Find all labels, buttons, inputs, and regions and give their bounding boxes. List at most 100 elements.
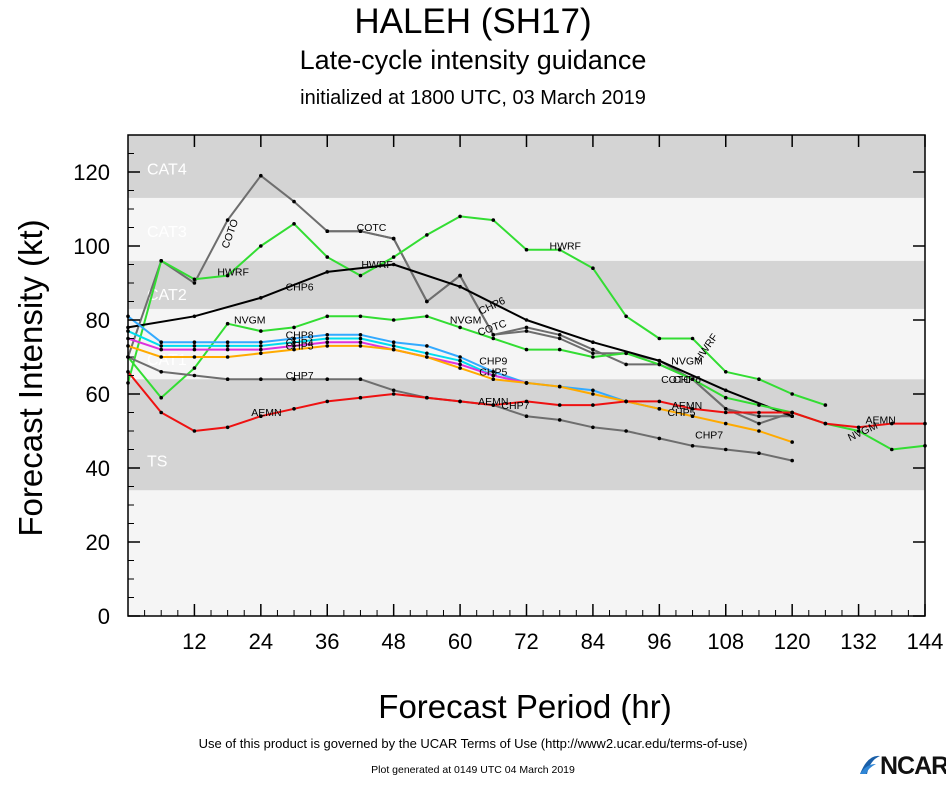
point-chp4 <box>225 347 230 352</box>
point-nvgm <box>192 366 197 370</box>
point-chp6 <box>325 270 330 274</box>
series-label-hwrf: HWRF <box>549 241 581 253</box>
point-hwrf <box>192 277 197 282</box>
point-chp7 <box>557 418 562 422</box>
point-chp6 <box>458 284 462 289</box>
point-chp7 <box>690 444 695 448</box>
point-nvgm <box>557 347 562 352</box>
x-tick-label: 72 <box>514 629 538 654</box>
generated-time: Plot generated at 0149 UTC 04 March 2019 <box>371 764 575 776</box>
point-coto <box>292 199 296 204</box>
point-chp5 <box>192 355 197 359</box>
band-label-cat2: CAT2 <box>147 287 187 304</box>
point-chp8 <box>425 344 429 348</box>
point-hwrf <box>790 392 794 396</box>
point-aemn <box>757 410 761 415</box>
forecast-series <box>126 173 927 463</box>
x-tick-label: 120 <box>774 629 811 654</box>
x-tick-label: 84 <box>581 629 605 654</box>
series-label-chp6: CHP6 <box>286 281 314 293</box>
point-hwrf <box>159 259 164 263</box>
point-cotc <box>325 229 330 233</box>
point-aemn <box>225 425 230 430</box>
point-chp9 <box>458 358 462 363</box>
point-chp8 <box>225 340 230 345</box>
point-chp6 <box>657 358 662 363</box>
point-chp7 <box>259 377 263 382</box>
point-aemn <box>425 395 429 400</box>
series-label-chp5: CHP5 <box>479 367 507 379</box>
point-coto <box>259 173 263 178</box>
point-cotc <box>425 299 429 304</box>
point-chp5 <box>591 392 595 396</box>
series-label-nvgm: NVGM <box>234 315 266 327</box>
point-hwrf <box>757 377 761 382</box>
point-coto <box>524 325 529 330</box>
point-aemn <box>624 399 628 404</box>
point-cotc <box>358 229 363 233</box>
point-chp8 <box>591 388 595 393</box>
point-hwrf <box>325 255 330 259</box>
point-chp7 <box>624 429 628 433</box>
point-cotc <box>591 351 595 356</box>
point-nvgm <box>225 321 230 326</box>
point-aemn <box>723 410 728 415</box>
point-chp5 <box>690 414 695 419</box>
point-chp6 <box>259 296 263 300</box>
point-chp4 <box>458 362 462 367</box>
point-aemn <box>823 421 828 426</box>
point-chp7 <box>657 436 662 441</box>
series-label-cotc: COTC <box>661 374 691 386</box>
point-chp9 <box>325 336 330 341</box>
point-aemn <box>889 421 894 426</box>
x-tick-label: 132 <box>840 629 877 654</box>
point-chp5 <box>790 440 794 444</box>
point-chp8 <box>159 340 164 345</box>
point-nvgm <box>723 395 728 400</box>
point-nvgm <box>425 314 429 319</box>
point-nvgm <box>856 429 861 433</box>
series-label-chp8: CHP8 <box>286 330 314 342</box>
x-tick-label: 12 <box>182 629 206 654</box>
point-aemn <box>292 407 296 411</box>
point-chp6 <box>192 314 197 319</box>
series-label-hwrf: HWRF <box>217 267 249 279</box>
point-hwrf <box>491 218 496 222</box>
point-coto <box>591 347 595 352</box>
point-chp8 <box>292 336 296 341</box>
y-tick-label: 80 <box>86 308 110 333</box>
x-tick-label: 36 <box>315 629 339 654</box>
point-nvgm <box>391 318 396 322</box>
series-label-cotc: COTC <box>357 222 387 234</box>
series-label-aemn: AEMN <box>672 400 702 412</box>
point-chp5 <box>391 347 396 352</box>
point-cotc <box>391 236 396 241</box>
point-cotc <box>524 329 529 333</box>
band-label-cat3: CAT3 <box>147 224 187 241</box>
point-hwrf <box>292 222 296 226</box>
point-chp5 <box>292 347 296 352</box>
band-ts <box>128 379 925 491</box>
point-chp7 <box>159 370 164 374</box>
point-nvgm <box>757 403 761 407</box>
series-label-chp7: CHP7 <box>695 429 723 441</box>
point-chp5 <box>325 344 330 348</box>
band-label-ts: TS <box>147 454 167 471</box>
point-chp8 <box>259 340 263 345</box>
band-cat2 <box>128 260 925 309</box>
point-nvgm <box>690 377 695 382</box>
point-aemn <box>790 410 794 415</box>
point-cotc <box>557 336 562 341</box>
series-label-hwrf: HWRF <box>361 259 393 271</box>
point-hwrf <box>458 214 462 219</box>
point-chp4 <box>192 347 197 352</box>
point-chp9 <box>225 344 230 348</box>
point-chp7 <box>591 425 595 430</box>
series-label-chp7: CHP7 <box>286 370 314 382</box>
point-chp4 <box>292 344 296 348</box>
point-aemn <box>524 399 529 404</box>
point-chp5 <box>358 344 363 348</box>
point-chp5 <box>225 355 230 359</box>
series-label-nvgm: NVGM <box>450 315 482 327</box>
